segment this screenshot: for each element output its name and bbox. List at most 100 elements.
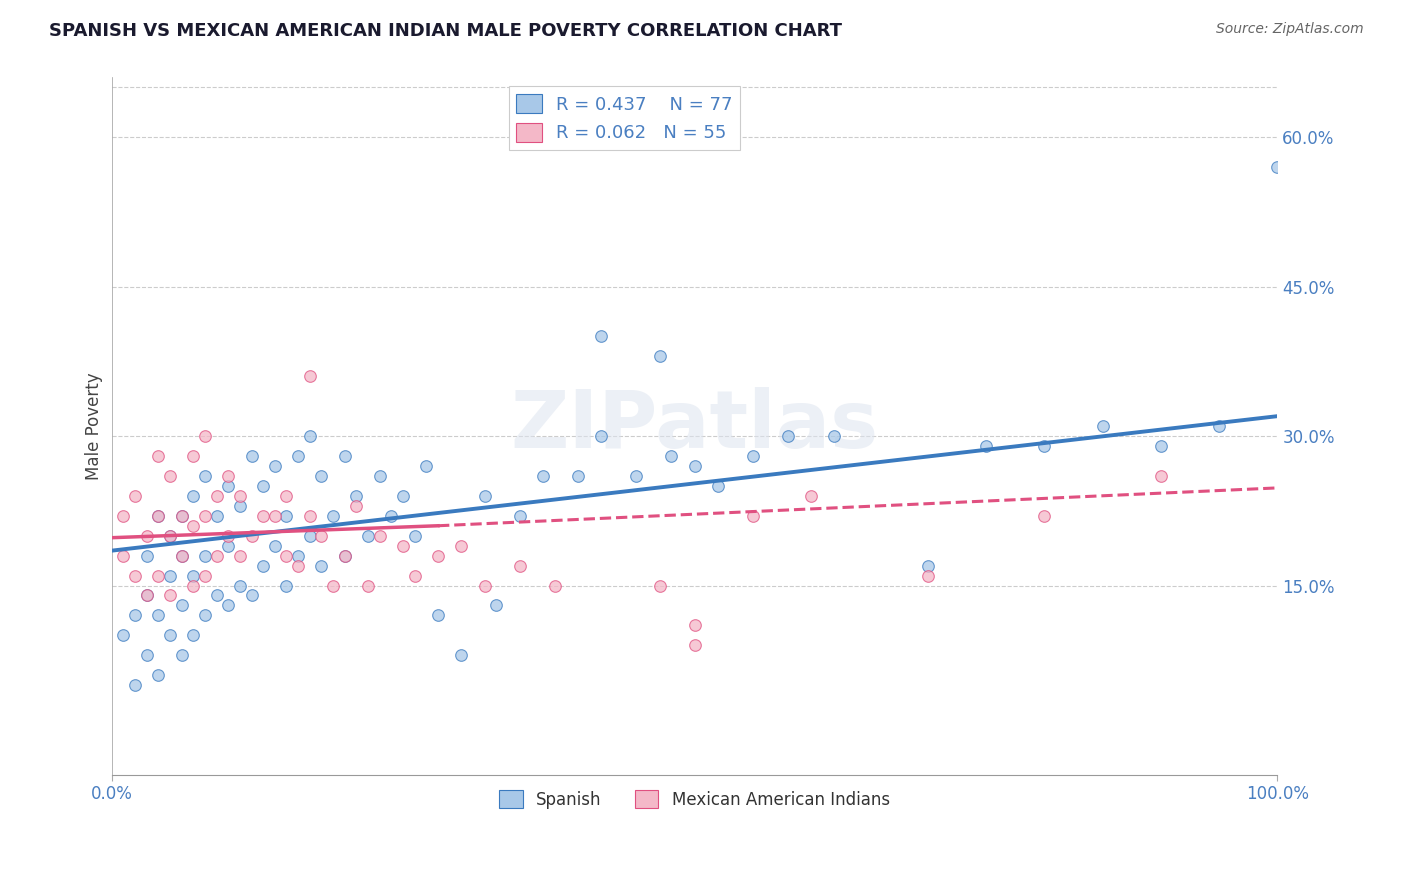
Legend: Spanish, Mexican American Indians: Spanish, Mexican American Indians bbox=[492, 783, 897, 815]
Point bbox=[1208, 419, 1230, 434]
Point bbox=[298, 508, 321, 523]
Point bbox=[205, 549, 228, 563]
Text: Source: ZipAtlas.com: Source: ZipAtlas.com bbox=[1216, 22, 1364, 37]
Point bbox=[252, 558, 274, 573]
Point bbox=[368, 529, 391, 543]
Point bbox=[263, 539, 285, 553]
Point bbox=[1150, 439, 1173, 453]
Point bbox=[659, 449, 682, 463]
Point bbox=[683, 458, 706, 473]
Point bbox=[298, 529, 321, 543]
Point bbox=[148, 508, 170, 523]
Point bbox=[648, 578, 671, 592]
Point bbox=[1150, 469, 1173, 483]
Point bbox=[159, 628, 181, 642]
Point bbox=[1267, 160, 1289, 174]
Point bbox=[707, 479, 730, 493]
Point bbox=[298, 429, 321, 443]
Point bbox=[626, 469, 648, 483]
Point bbox=[229, 549, 252, 563]
Point bbox=[124, 678, 146, 692]
Point bbox=[135, 589, 157, 603]
Point bbox=[404, 529, 426, 543]
Point bbox=[194, 608, 217, 623]
Point bbox=[252, 508, 274, 523]
Point bbox=[917, 558, 939, 573]
Point bbox=[276, 578, 298, 592]
Point bbox=[124, 608, 146, 623]
Point bbox=[159, 568, 181, 582]
Point bbox=[311, 558, 333, 573]
Point bbox=[170, 648, 193, 663]
Point bbox=[287, 549, 309, 563]
Point bbox=[591, 429, 613, 443]
Point bbox=[194, 469, 217, 483]
Point bbox=[263, 458, 285, 473]
Point bbox=[276, 508, 298, 523]
Point bbox=[194, 508, 217, 523]
Point bbox=[1091, 419, 1114, 434]
Text: SPANISH VS MEXICAN AMERICAN INDIAN MALE POVERTY CORRELATION CHART: SPANISH VS MEXICAN AMERICAN INDIAN MALE … bbox=[49, 22, 842, 40]
Point bbox=[181, 449, 204, 463]
Point bbox=[148, 668, 170, 682]
Point bbox=[181, 628, 204, 642]
Point bbox=[194, 568, 217, 582]
Point bbox=[240, 449, 263, 463]
Point bbox=[823, 429, 845, 443]
Point bbox=[124, 489, 146, 503]
Point bbox=[591, 329, 613, 343]
Point bbox=[135, 529, 157, 543]
Point bbox=[112, 628, 135, 642]
Point bbox=[194, 429, 217, 443]
Point bbox=[543, 578, 565, 592]
Point bbox=[287, 558, 309, 573]
Point bbox=[217, 539, 239, 553]
Point bbox=[217, 469, 239, 483]
Point bbox=[159, 589, 181, 603]
Point bbox=[205, 589, 228, 603]
Point bbox=[450, 648, 472, 663]
Point bbox=[148, 449, 170, 463]
Point bbox=[333, 449, 356, 463]
Point bbox=[648, 350, 671, 364]
Point bbox=[741, 449, 763, 463]
Point bbox=[112, 508, 135, 523]
Point bbox=[148, 568, 170, 582]
Point bbox=[229, 489, 252, 503]
Point bbox=[357, 578, 380, 592]
Point bbox=[276, 549, 298, 563]
Point bbox=[159, 529, 181, 543]
Point bbox=[181, 489, 204, 503]
Point bbox=[159, 469, 181, 483]
Point bbox=[217, 529, 239, 543]
Point bbox=[1033, 508, 1056, 523]
Point bbox=[112, 549, 135, 563]
Point bbox=[392, 489, 415, 503]
Point bbox=[148, 508, 170, 523]
Point bbox=[485, 599, 508, 613]
Point bbox=[741, 508, 763, 523]
Point bbox=[683, 638, 706, 652]
Point bbox=[380, 508, 402, 523]
Point bbox=[276, 489, 298, 503]
Point bbox=[181, 518, 204, 533]
Point bbox=[1033, 439, 1056, 453]
Point bbox=[800, 489, 823, 503]
Point bbox=[124, 568, 146, 582]
Point bbox=[240, 589, 263, 603]
Point bbox=[170, 508, 193, 523]
Point bbox=[205, 508, 228, 523]
Point bbox=[392, 539, 415, 553]
Point bbox=[135, 549, 157, 563]
Point bbox=[404, 568, 426, 582]
Point bbox=[333, 549, 356, 563]
Point bbox=[311, 529, 333, 543]
Point bbox=[346, 499, 368, 513]
Point bbox=[474, 578, 496, 592]
Point bbox=[474, 489, 496, 503]
Point bbox=[509, 558, 531, 573]
Point bbox=[346, 489, 368, 503]
Point bbox=[287, 449, 309, 463]
Point bbox=[181, 568, 204, 582]
Point bbox=[148, 608, 170, 623]
